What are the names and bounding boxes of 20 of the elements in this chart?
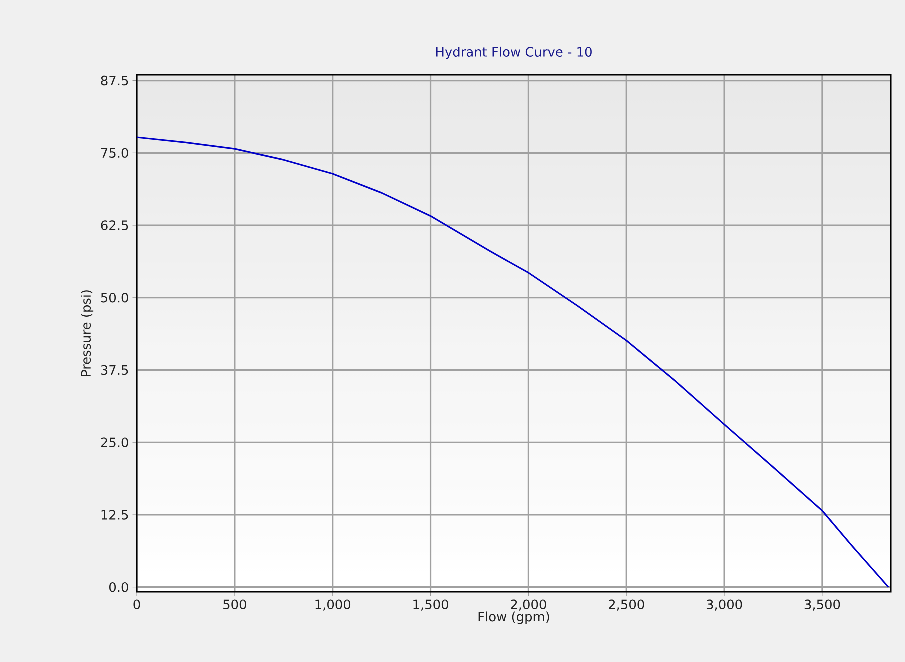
y-tick-label: 62.5 bbox=[101, 220, 128, 230]
x-tick-label: 3,500 bbox=[804, 600, 840, 611]
y-tick-label: 37.5 bbox=[101, 365, 128, 376]
y-tick-label: 25.0 bbox=[101, 438, 128, 448]
y-tick-label: 50.0 bbox=[101, 292, 128, 303]
x-tick-label: 1,000 bbox=[316, 600, 351, 611]
y-axis-title: Pressure (psi) bbox=[81, 290, 94, 376]
x-tick-label: 3,000 bbox=[706, 600, 742, 611]
x-tick-label: 2,000 bbox=[511, 600, 546, 611]
x-axis-title: Flow (gpm) bbox=[478, 612, 550, 624]
line-series bbox=[137, 136, 890, 588]
y-tick-label: 75.0 bbox=[101, 148, 128, 158]
chart-title: Hydrant Flow Curve - 10 bbox=[436, 46, 592, 60]
y-tick-label: 0.0 bbox=[110, 582, 128, 592]
x-tick-label: 500 bbox=[224, 600, 246, 610]
x-tick-label: 1,500 bbox=[414, 600, 448, 611]
y-tick-label: 87.5 bbox=[101, 76, 128, 86]
x-tick-label: 2,500 bbox=[609, 600, 644, 611]
y-tick-label: 12.5 bbox=[102, 510, 128, 520]
x-tick-label: 0 bbox=[134, 600, 140, 610]
